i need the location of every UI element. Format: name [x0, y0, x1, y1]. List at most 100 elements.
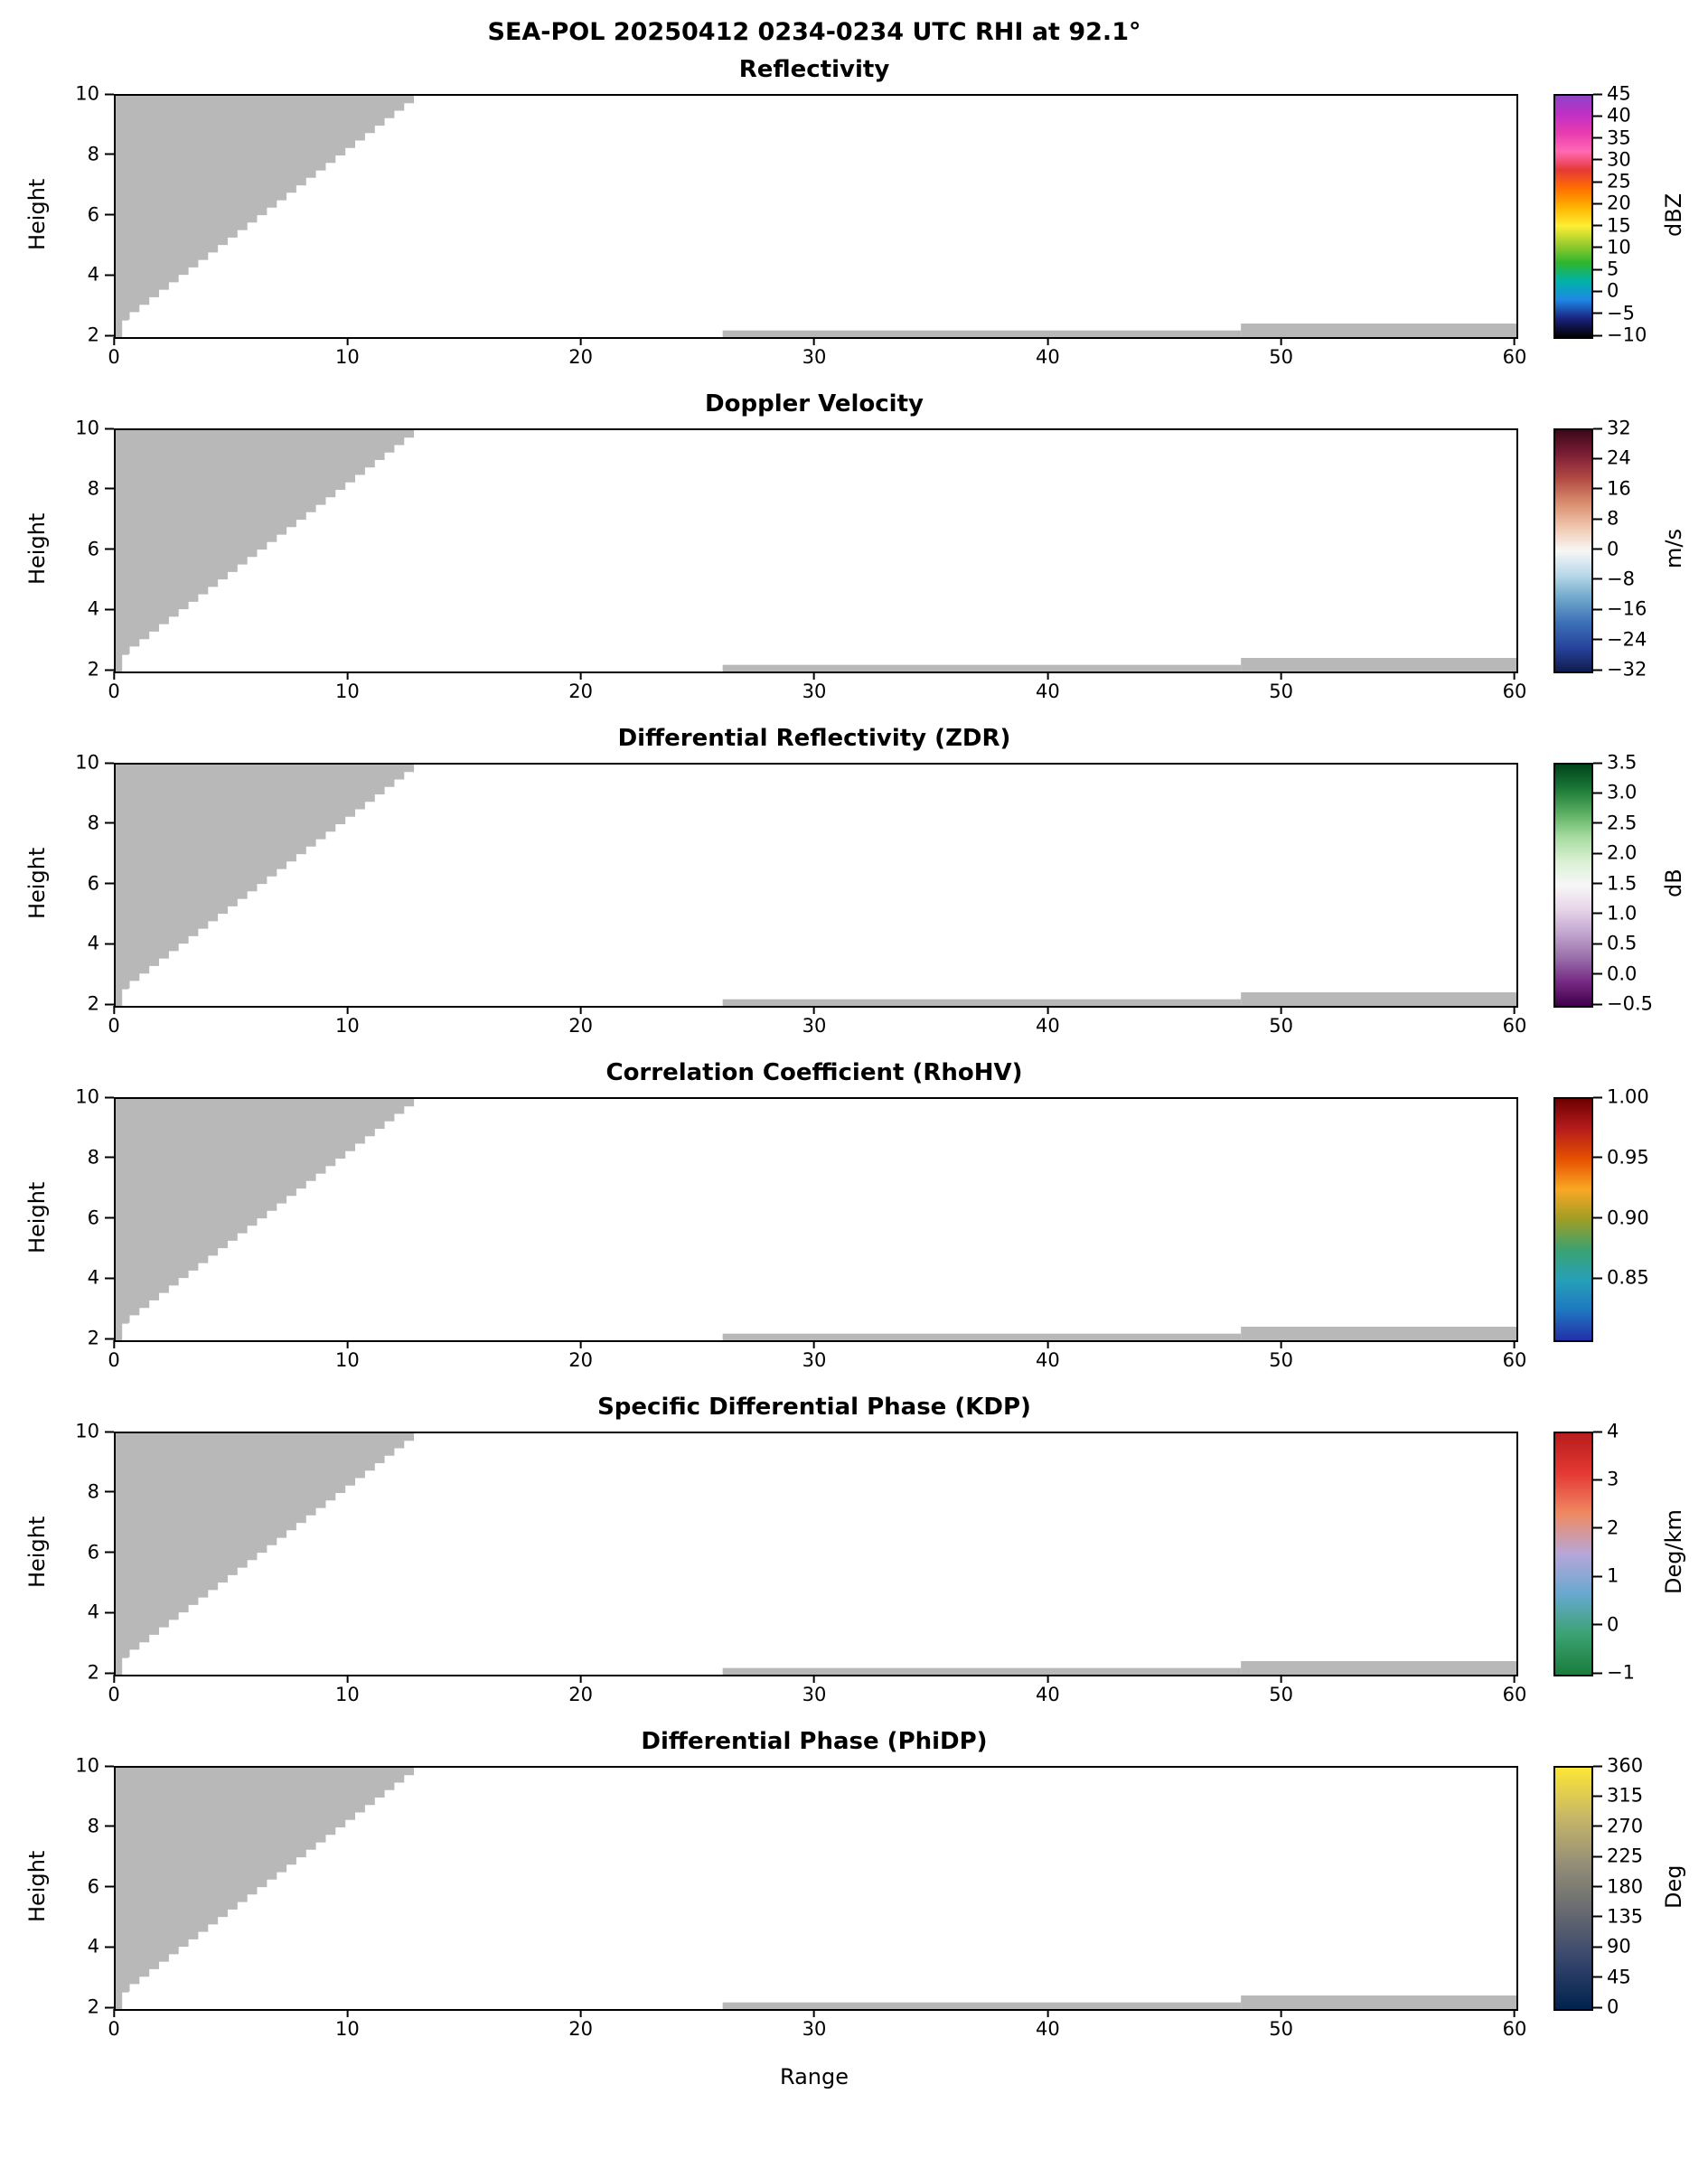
colorbar-tick-label: 315 [1607, 1784, 1644, 1807]
tick-mark [812, 337, 815, 345]
tick-mark [1593, 1915, 1602, 1918]
tick-mark [105, 1216, 114, 1219]
colorbar-tick: 270 [1593, 1817, 1643, 1836]
tick-mark [579, 1675, 582, 1683]
colorbar-tick: −10 [1593, 325, 1647, 345]
x-tick-label: 20 [568, 1349, 594, 1371]
x-tick: 30 [802, 1006, 826, 1036]
y-tick: 10 [75, 753, 114, 773]
colorbar-doppler-velocity [1553, 428, 1593, 673]
y-tick-labels: 2 4 6 8 10 [36, 418, 114, 679]
y-tick-labels: 2 4 6 8 10 [36, 1422, 114, 1682]
tick-mark [113, 671, 115, 680]
x-tick-label: 50 [1269, 2018, 1294, 2040]
y-tick-label: 6 [87, 1207, 99, 1228]
tick-mark [1593, 792, 1602, 794]
colorbar-tick-label: 24 [1607, 446, 1631, 469]
plot-area-phidp [114, 1766, 1518, 2011]
x-tick-label: 60 [1502, 681, 1527, 702]
tick-mark [1593, 1765, 1602, 1767]
tick-mark [1593, 1795, 1602, 1798]
panel-title-doppler-velocity: Doppler Velocity [705, 390, 924, 418]
tick-mark [1593, 246, 1602, 249]
x-tick-label: 0 [108, 1015, 120, 1037]
tick-mark [1593, 518, 1602, 521]
tick-mark [1593, 548, 1602, 550]
colorbar-tick: 315 [1593, 1784, 1644, 1807]
tick-mark [1280, 1340, 1282, 1348]
y-tick-label: 8 [87, 143, 99, 165]
x-tick-label: 30 [802, 346, 827, 368]
tick-mark [579, 671, 582, 680]
colorbar-tick-label: 1.5 [1607, 872, 1638, 894]
plot-area-rhohv [114, 1097, 1518, 1342]
y-tick: 4 [88, 934, 114, 953]
y-tick-labels: 2 4 6 8 10 [36, 84, 114, 344]
colorbar-tick: 2.5 [1593, 813, 1637, 832]
colorbar-ticks: 360 315 270 225 180 135 90 45 0 [1593, 1756, 1702, 2016]
tick-mark [1593, 2006, 1602, 2008]
tick-mark [346, 2009, 349, 2017]
colorbar-tick-label: 270 [1607, 1815, 1644, 1837]
tick-mark [1593, 1003, 1602, 1005]
colorbar-tick: 90 [1593, 1937, 1631, 1957]
x-tick: 50 [1269, 1340, 1293, 1370]
colorbar-tick-label: 45 [1607, 1966, 1631, 1988]
x-tick: 60 [1503, 337, 1526, 367]
tick-mark [1593, 1885, 1602, 1888]
colorbar-tick-label: 16 [1607, 477, 1631, 500]
y-tick: 4 [87, 597, 114, 620]
y-tick: 8 [88, 145, 114, 164]
panel-title-zdr: Differential Reflectivity (ZDR) [617, 725, 1011, 752]
y-tick: 2 [87, 658, 114, 681]
x-tick-labels: 0 10 20 30 40 50 60 [108, 2009, 1526, 2049]
tick-mark [1593, 1526, 1602, 1529]
x-tick-label: 50 [1269, 1684, 1294, 1705]
x-tick-label: 20 [568, 346, 594, 368]
colorbar-tick: 1 [1593, 1566, 1619, 1586]
x-tick-label: 50 [1269, 346, 1294, 368]
tick-mark [1593, 1096, 1602, 1098]
tick-mark [1046, 1006, 1049, 1014]
tick-mark [105, 1765, 114, 1767]
tick-mark [579, 337, 582, 345]
tick-mark [346, 1340, 349, 1348]
colorbar-tick-label: 32 [1607, 417, 1631, 439]
x-tick: 60 [1503, 1675, 1526, 1704]
panel-reflectivity: Reflectivity Height 2 4 6 8 10 0 10 20 30 40 50 60… [0, 54, 1708, 389]
tick-mark [1046, 671, 1049, 680]
y-tick: 6 [88, 1208, 114, 1227]
tick-mark [1513, 1675, 1516, 1683]
colorbar-tick-label: 360 [1607, 1754, 1644, 1777]
y-tick-label: 4 [87, 597, 99, 620]
colorbar-tick-label: −1 [1607, 1661, 1635, 1684]
y-tick: 4 [88, 1602, 114, 1622]
y-tick-label: 10 [75, 82, 99, 105]
panel-doppler-velocity: Doppler Velocity Height 2 4 6 8 10 0 10 20 30 40… [0, 389, 1708, 723]
colorbar-tick: 3 [1593, 1469, 1619, 1489]
x-tick-label: 0 [108, 1349, 120, 1371]
y-tick-label: 8 [87, 812, 99, 834]
tick-mark [113, 1006, 115, 1014]
y-tick: 10 [75, 1422, 114, 1441]
panel-title-reflectivity: Reflectivity [738, 56, 890, 83]
no-data-mask [116, 1099, 1516, 1340]
tick-mark [1593, 1479, 1602, 1481]
x-tick: 30 [802, 2009, 826, 2039]
tick-mark [1280, 1006, 1282, 1014]
colorbar-tick-label: 2.5 [1607, 812, 1638, 834]
y-tick-label: 2 [87, 658, 99, 681]
x-tick: 10 [335, 1006, 360, 1036]
colorbar-tick-label: 35 [1607, 127, 1631, 149]
colorbar-tick-label: 0 [1607, 1613, 1619, 1636]
colorbar-tick: 30 [1593, 150, 1631, 169]
colorbar-tick: 0.0 [1593, 964, 1637, 983]
colorbar-ticks: 32 24 16 8 0 −8 −16 −24 −32 [1593, 418, 1702, 679]
x-tick: 50 [1269, 1006, 1293, 1036]
x-tick: 0 [108, 1006, 120, 1037]
colorbar-tick-label: 0.85 [1607, 1266, 1649, 1289]
colorbar-tick: 3.5 [1593, 753, 1637, 773]
colorbar-tick: 0.5 [1593, 934, 1637, 953]
colorbar-tick: 0 [1593, 1997, 1619, 2017]
colorbar-tick: 0 [1593, 1615, 1619, 1634]
